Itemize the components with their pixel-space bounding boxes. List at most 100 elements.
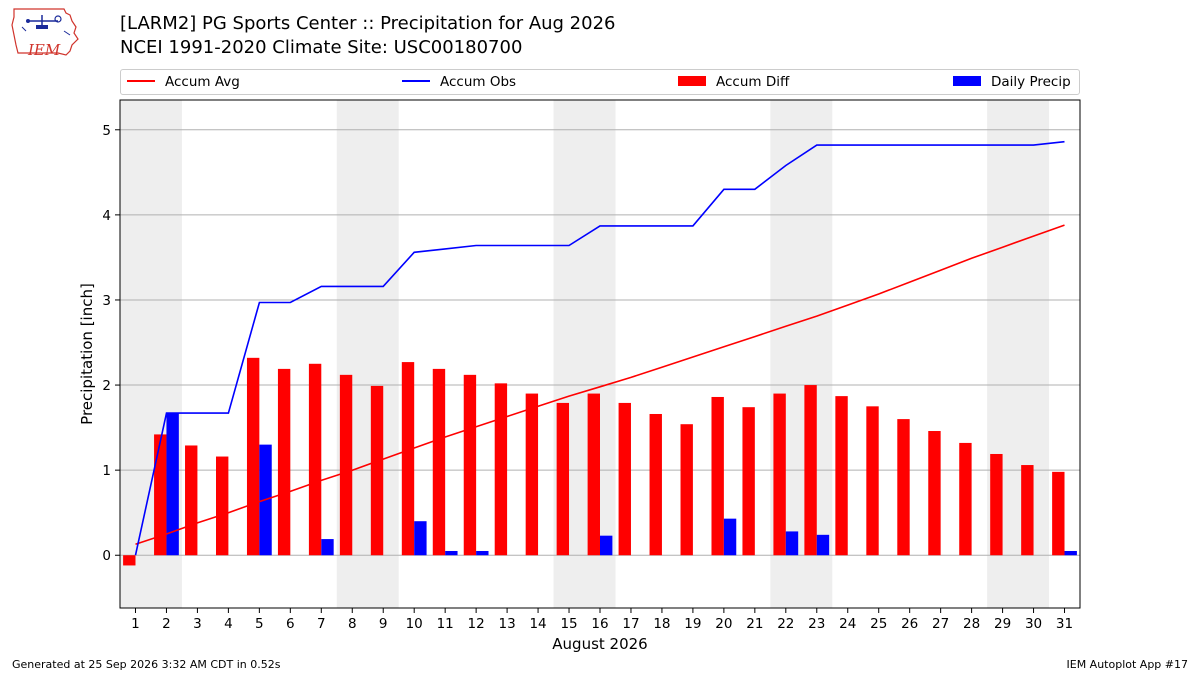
accum-diff-bar (277, 368, 291, 556)
x-tick-label: 18 (653, 616, 670, 632)
x-tick-label: 22 (777, 616, 794, 632)
accum-diff-bar (649, 413, 662, 556)
x-tick-label: 15 (560, 616, 577, 632)
accum-diff-bar (154, 434, 167, 556)
x-tick-label: 5 (255, 616, 264, 632)
accum-obs-line (134, 140, 1065, 556)
x-axis-label: August 2026 (552, 635, 647, 653)
accum-diff-bar (246, 357, 260, 556)
chart-title: [LARM2] PG Sports Center :: Precipitatio… (120, 13, 616, 34)
y-tick-label: 4 (102, 208, 111, 224)
x-tick-label: 19 (684, 616, 701, 632)
accum-diff-bar (804, 385, 817, 556)
accum-diff-bar (835, 396, 848, 556)
daily-precip-bar (321, 539, 334, 556)
iem-logo: IEM (8, 5, 80, 59)
legend-swatch-accum-diff (678, 76, 706, 86)
bars (123, 357, 1077, 566)
accum-diff-bar (308, 363, 322, 556)
x-tick-label: 6 (286, 616, 295, 632)
x-tick-label: 29 (994, 616, 1011, 632)
accum-diff-bar (680, 424, 693, 556)
x-tick-label: 7 (317, 616, 326, 632)
chart-subtitle: NCEI 1991-2020 Climate Site: USC00180700 (120, 37, 523, 58)
accum-diff-bar (556, 402, 570, 556)
daily-precip-bar (445, 550, 458, 556)
y-tick-label: 3 (102, 293, 111, 309)
accum-diff-bar (1052, 471, 1065, 556)
accum-diff-bar (432, 368, 446, 556)
legend-swatch-accum-obs (402, 80, 430, 82)
x-tick-label: 16 (591, 616, 608, 632)
x-tick-label: 9 (379, 616, 388, 632)
accum-diff-bar (525, 393, 539, 556)
x-tick-label: 13 (499, 616, 516, 632)
footer-app: IEM Autoplot App #17 (1066, 658, 1189, 671)
daily-precip-bar (723, 518, 737, 556)
footer-generated: Generated at 25 Sep 2026 3:32 AM CDT in … (12, 658, 281, 671)
y-tick-label: 1 (102, 463, 111, 479)
x-tick-label: 28 (963, 616, 980, 632)
x-tick-label: 11 (437, 616, 454, 632)
accum-diff-bar (928, 431, 941, 556)
legend-label-daily-precip: Daily Precip (991, 74, 1071, 90)
x-tick-label: 17 (622, 616, 639, 632)
x-tick-label: 12 (468, 616, 485, 632)
x-tick-label: 25 (870, 616, 887, 632)
legend-label-accum-diff: Accum Diff (716, 74, 790, 90)
x-tick-label: 14 (529, 616, 546, 632)
lines (134, 140, 1065, 556)
accum-diff-bar (990, 453, 1003, 556)
legend-label-accum-obs: Accum Obs (440, 74, 517, 90)
y-tick-label: 5 (102, 123, 111, 139)
logo-text: IEM (28, 41, 61, 59)
x-tick-label: 4 (224, 616, 233, 632)
legend-swatch-daily-precip (953, 76, 981, 86)
daily-precip-bar (414, 521, 427, 556)
legend-item-daily-precip: Daily Precip (953, 73, 1071, 91)
legend-item-accum-obs: Accum Obs (402, 73, 516, 91)
y-tick-label: 2 (102, 378, 111, 394)
x-tick-label: 3 (193, 616, 202, 632)
accum-diff-bar (401, 362, 415, 556)
x-tick-label: 8 (348, 616, 357, 632)
legend-item-accum-diff: Accum Diff (678, 73, 789, 91)
accum-diff-bar (711, 396, 724, 556)
legend-swatch-accum-avg (127, 80, 155, 82)
x-tick-label: 24 (839, 616, 856, 632)
legend-item-accum-avg: Accum Avg (127, 73, 240, 91)
iowa-map-icon (11, 8, 79, 56)
daily-precip-bar (476, 550, 489, 556)
plot-frame (119, 99, 1081, 609)
accum-diff-bar (494, 383, 508, 556)
daily-precip-bar (166, 413, 179, 556)
x-tick-label: 26 (901, 616, 918, 632)
accum-diff-bar (185, 445, 198, 556)
accum-diff-bar (742, 407, 755, 556)
y-tick-label: 0 (102, 548, 111, 564)
accum-diff-bar (216, 456, 229, 556)
daily-precip-bar (600, 535, 613, 556)
x-tick-label: 31 (1056, 616, 1073, 632)
accum-diff-bar (1021, 465, 1034, 556)
y-axis-label: Precipitation [inch] (78, 283, 96, 425)
x-tick-label: 20 (715, 616, 732, 632)
x-tick-label: 23 (808, 616, 825, 632)
x-tick-label: 2 (162, 616, 171, 632)
x-tick-label: 21 (746, 616, 763, 632)
accum-diff-bar (370, 385, 384, 556)
accum-diff-bar (866, 406, 879, 556)
legend-label-accum-avg: Accum Avg (165, 74, 240, 90)
daily-precip-bar (816, 534, 830, 556)
chart-legend: Accum Avg Accum Obs Accum Diff Daily Pre… (120, 69, 1080, 95)
x-tick-label: 30 (1025, 616, 1042, 632)
accum-avg-line (135, 224, 1065, 545)
x-tick-label: 10 (406, 616, 423, 632)
daily-precip-bar (1064, 550, 1077, 556)
accum-diff-bar (897, 419, 910, 556)
accum-diff-bar (339, 374, 353, 556)
accum-diff-bar (123, 555, 136, 566)
daily-precip-bar (785, 531, 799, 556)
accum-diff-bar (773, 393, 786, 556)
